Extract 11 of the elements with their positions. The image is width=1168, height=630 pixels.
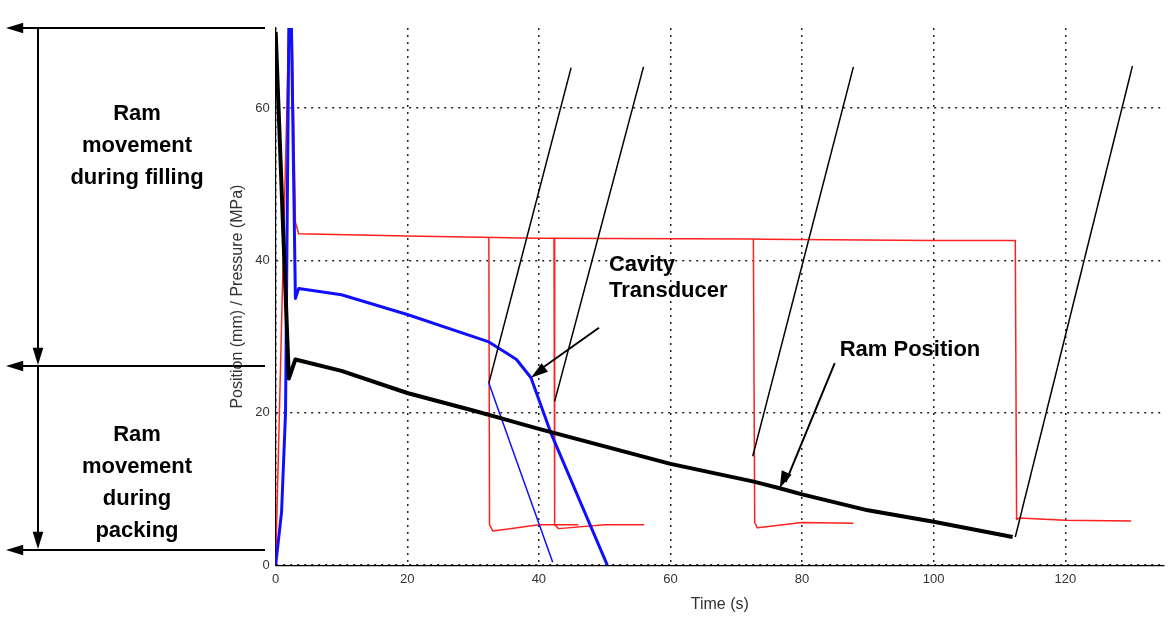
y-tick-label: 0 [262, 556, 270, 572]
x-tick-label: 40 [531, 570, 547, 586]
x-tick-label: 100 [922, 570, 945, 586]
annotation: Cavity Transducer [608, 250, 728, 303]
x-tick-label: 60 [663, 570, 678, 586]
annotation: Ram Position [839, 336, 981, 363]
x-tick-label: 20 [400, 570, 415, 586]
x-axis-title: Time (s) [690, 594, 749, 612]
x-tick-label: 0 [272, 570, 280, 586]
x-tick-label: 80 [794, 570, 810, 586]
x-tick-label: 120 [1054, 570, 1077, 586]
